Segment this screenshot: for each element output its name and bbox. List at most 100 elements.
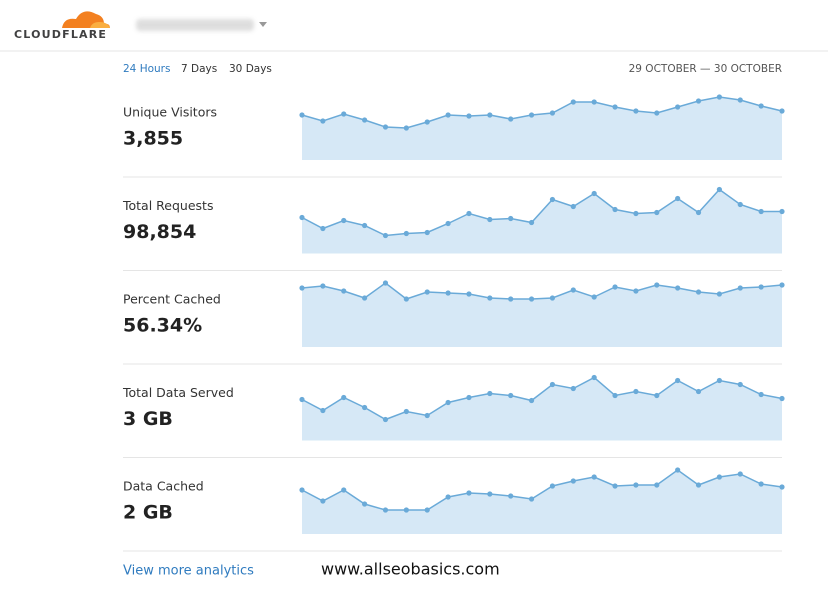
sparkline-point	[737, 201, 743, 208]
sparkline-point	[675, 104, 681, 110]
sparkline-point	[591, 190, 597, 197]
view-more-link[interactable]: View more analytics	[123, 564, 254, 579]
sparkline-point	[716, 291, 722, 297]
metric-row: Data Cached 2 GB	[123, 467, 785, 552]
sparkline-point	[320, 225, 326, 232]
sparkline-point	[508, 296, 514, 302]
sparkline-area	[302, 283, 782, 347]
watermark: www.allseobasics.com	[321, 560, 500, 579]
sparkline-point	[362, 501, 368, 507]
sparkline-point	[299, 487, 305, 493]
sparkline-point	[654, 392, 660, 399]
metric-label: Total Requests	[122, 198, 213, 213]
time-tab[interactable]: 30 Days	[229, 63, 272, 75]
tabs: 24 Hours 7 Days 30 Days	[123, 63, 272, 75]
sparkline-point	[320, 118, 326, 124]
time-tab[interactable]: 7 Days	[181, 63, 217, 75]
sparkline-point	[570, 99, 576, 105]
sparkline-point	[382, 124, 389, 130]
sparkline-point	[362, 117, 368, 123]
sparkline-point	[299, 112, 305, 118]
metric-value: 56.34%	[123, 315, 202, 337]
sparkline-point	[424, 412, 430, 419]
sparkline-point	[445, 220, 451, 227]
sparkline-point	[403, 296, 409, 302]
sparkline-point	[341, 111, 347, 117]
sparkline-point	[779, 282, 785, 288]
sparkline-point	[695, 289, 702, 295]
sparkline-point	[737, 381, 743, 388]
sparkline-point	[695, 209, 702, 216]
sparkline-point	[737, 97, 743, 103]
domain-dropdown[interactable]	[259, 22, 267, 27]
time-tab[interactable]: 24 Hours	[123, 63, 170, 75]
date-range: 29 OCTOBER — 30 OCTOBER	[629, 63, 782, 75]
sparkline-point	[549, 483, 556, 489]
sparkline-point	[466, 113, 472, 119]
sparkline-point	[633, 288, 639, 294]
sparkline-point	[549, 196, 556, 203]
sparkline-area	[302, 97, 782, 160]
sparkline-point	[570, 287, 576, 293]
sparkline-line	[301, 469, 783, 511]
sparkline-point	[424, 119, 430, 125]
sparkline-area	[302, 377, 782, 441]
metric-row: Total Requests 98,854	[122, 186, 785, 271]
sparkline-point	[466, 210, 472, 217]
sparkline-point	[403, 408, 409, 415]
sparkline-point	[362, 404, 368, 411]
sparkline-point	[591, 374, 597, 381]
sparkline-point	[570, 478, 576, 484]
sparkline-point	[341, 394, 347, 401]
sparkline-point	[695, 98, 702, 104]
sparkline-point	[466, 291, 472, 297]
sparkline-point	[528, 219, 535, 226]
sparkline-point	[445, 399, 451, 406]
sparkline-point	[633, 108, 639, 114]
sparkline-line	[301, 376, 783, 421]
sparkline-point	[466, 490, 472, 496]
sparkline-point	[382, 507, 389, 513]
sparkline-area	[302, 189, 782, 254]
sparkline-point	[612, 392, 618, 399]
sparkline-point	[779, 208, 785, 215]
sparkline-point	[341, 487, 347, 493]
sparkline-point	[758, 481, 764, 487]
logo[interactable]: CLOUDFLARE	[14, 11, 110, 41]
sparkline-point	[299, 285, 305, 291]
sparkline-point	[654, 282, 660, 288]
sparkline-point	[508, 215, 514, 222]
sparkline-point	[633, 482, 639, 488]
sparkline-point	[445, 112, 451, 118]
sparkline-point	[675, 195, 681, 202]
sparkline-point	[737, 285, 743, 291]
sparkline-point	[403, 507, 409, 513]
sparkline-point	[362, 295, 368, 301]
sparkline-point	[487, 216, 493, 223]
sparkline-point	[508, 392, 514, 399]
sparkline-point	[382, 280, 389, 286]
metric-label: Data Cached	[123, 479, 204, 494]
sparkline-point	[779, 484, 785, 490]
sparkline-point	[758, 208, 764, 215]
sparkline-point	[654, 110, 660, 116]
sparkline-point	[549, 295, 556, 301]
sparkline-point	[758, 391, 764, 398]
sparkline-point	[591, 474, 597, 480]
sparkline-point	[737, 471, 743, 477]
metric-row: Total Data Served 3 GB	[122, 374, 785, 458]
sparkline-point	[675, 467, 681, 473]
sparkline-point	[487, 112, 493, 118]
sparkline-point	[362, 222, 368, 229]
metric-value: 3 GB	[123, 408, 173, 430]
sparkline-line	[301, 188, 782, 237]
sparkline-point	[675, 285, 681, 291]
logo-text: CLOUDFLARE	[14, 28, 107, 41]
sparkline-point	[758, 103, 764, 109]
sparkline-point	[612, 483, 618, 489]
sparkline-point	[528, 296, 535, 302]
sparkline-point	[341, 217, 347, 224]
sparkline-point	[424, 507, 430, 513]
sparkline-point	[633, 388, 639, 395]
